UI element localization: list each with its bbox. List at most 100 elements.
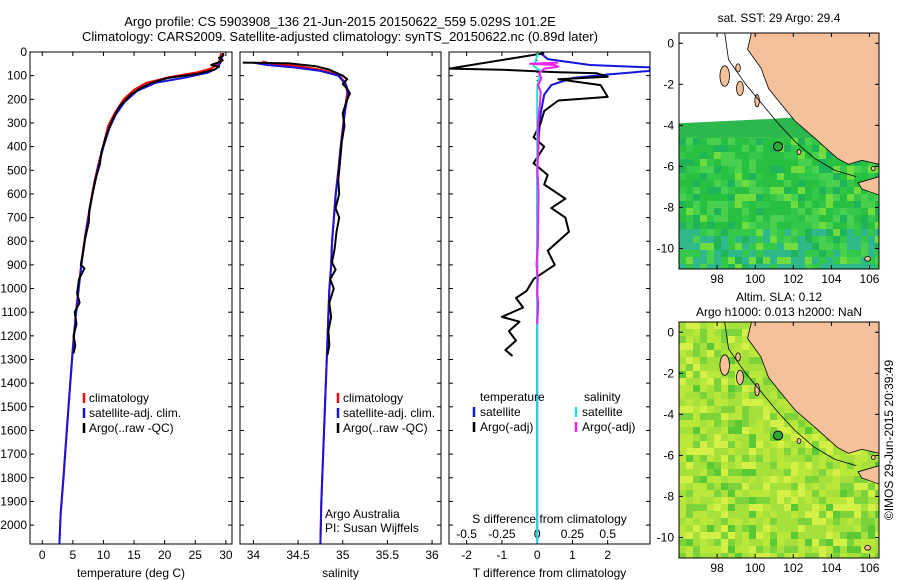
data-cell [791,539,798,546]
data-cell [707,222,714,229]
data-cell [693,180,700,187]
figure-header: Argo profile: CS 5903908_136 21-Jun-2015… [0,14,680,44]
data-cell [784,173,791,180]
data-cell [742,455,749,462]
legend-label: climatology [343,391,403,405]
data-cell [679,201,686,208]
data-cell [728,322,735,329]
data-cell [826,243,833,250]
x2-tick-label: 0.25 [561,527,585,541]
data-cell [686,504,693,511]
data-cell [686,462,693,469]
data-cell [791,532,798,539]
data-cell [679,159,686,166]
data-cell [756,166,763,173]
data-cell [721,236,728,243]
data-cell [868,236,875,243]
data-cell [784,413,791,420]
island [736,369,744,385]
data-cell [749,441,756,448]
data-cell [700,553,707,558]
data-cell [812,462,819,469]
data-cell [721,173,728,180]
data-cell [763,250,770,257]
data-cell [763,138,770,145]
data-cell [756,553,763,558]
data-cell [700,462,707,469]
data-cell [861,229,868,236]
data-cell [693,236,700,243]
depth-tick-label: 1300 [0,353,27,367]
depth-tick-label: 100 [7,69,27,83]
data-cell [679,553,686,558]
data-cell [805,208,812,215]
data-cell [707,399,714,406]
data-cell [686,497,693,504]
data-cell [861,462,868,469]
data-cell [798,483,805,490]
data-cell [791,434,798,441]
depth-tick-label: 1600 [0,423,27,437]
data-cell [700,497,707,504]
data-cell [721,201,728,208]
data-cell [805,152,812,159]
data-cell [833,553,840,558]
data-cell [721,166,728,173]
data-cell [714,406,721,413]
data-cell [749,173,756,180]
data-cell [721,392,728,399]
data-cell [679,343,686,350]
data-cell [693,399,700,406]
data-cell [749,187,756,194]
data-cell [742,399,749,406]
x-tick-label: 1 [569,548,576,562]
data-cell [812,222,819,229]
data-cell [693,336,700,343]
data-cell [721,378,728,385]
data-cell [686,539,693,546]
data-cell [693,208,700,215]
data-cell [805,243,812,250]
data-cell [742,448,749,455]
data-cell [819,441,826,448]
data-cell [861,553,868,558]
data-cell [868,504,875,511]
data-cell [770,427,777,434]
data-cell [679,236,686,243]
data-cell [693,350,700,357]
data-cell [700,159,707,166]
data-cell [868,497,875,504]
data-cell [861,187,868,194]
data-cell [735,264,742,269]
data-cell [798,504,805,511]
depth-tick-label: 700 [7,211,27,225]
x-tick-label: 10 [97,548,111,562]
data-cell [693,322,700,329]
data-cell [742,257,749,264]
data-cell [756,469,763,476]
depth-tick-label: 1700 [0,447,27,461]
data-cell [693,138,700,145]
data-cell [833,490,840,497]
island [864,544,871,551]
lon-tick-label: 106 [859,561,879,575]
data-cell [784,539,791,546]
data-cell [735,152,742,159]
depth-tick-label: 0 [20,45,27,59]
data-cell [840,455,847,462]
data-cell [735,336,742,343]
data-cell [679,546,686,553]
data-cell [714,364,721,371]
data-cell [714,145,721,152]
data-cell [847,236,854,243]
data-cell [735,166,742,173]
data-cell [770,180,777,187]
data-cell [861,546,868,553]
data-cell [798,201,805,208]
data-cell [749,462,756,469]
data-cell [770,257,777,264]
data-cell [749,264,756,269]
data-cell [854,201,861,208]
data-cell [805,525,812,532]
credit-text: PI: Susan Wijffels [325,521,419,535]
